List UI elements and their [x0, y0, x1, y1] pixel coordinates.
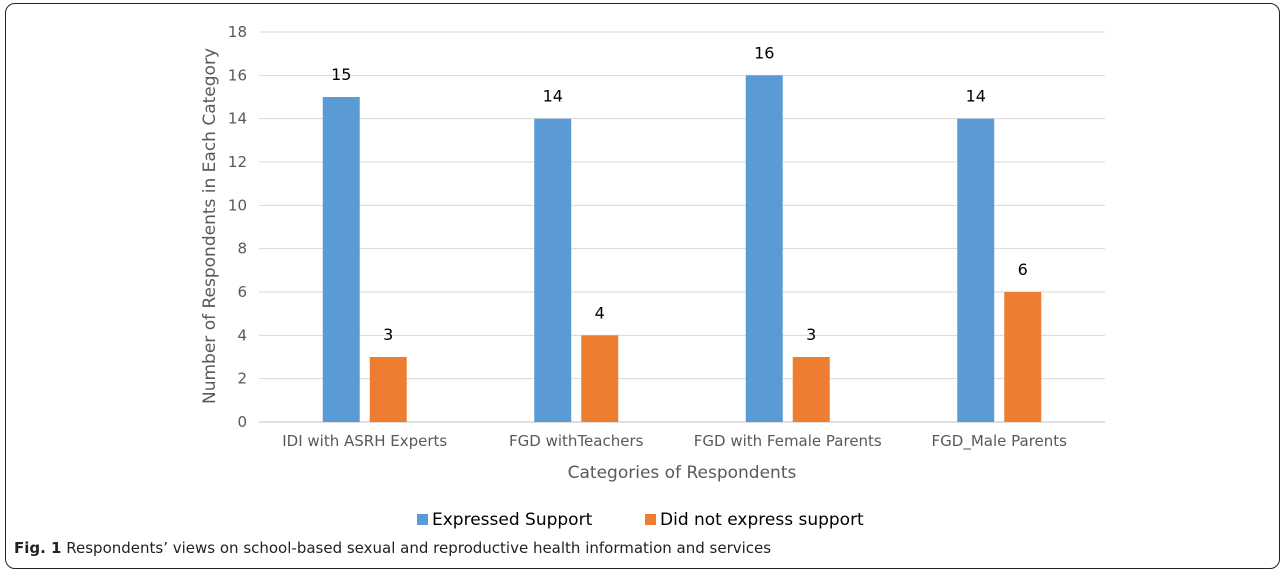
y-tick-label: 14	[228, 110, 247, 128]
legend-swatch	[417, 514, 428, 525]
bar-did-not-express-support	[1004, 292, 1042, 422]
bar-expressed-support	[534, 118, 572, 423]
x-axis-title: Categories of Respondents	[568, 463, 797, 483]
legend-swatch	[645, 514, 656, 525]
bars	[322, 75, 1042, 423]
y-tick-label: 6	[237, 283, 247, 301]
x-tick-label: IDI with ASRH Experts	[282, 432, 447, 450]
data-labels: 15 3 14 4 16 3 14 6	[331, 43, 1028, 344]
data-label: 3	[383, 325, 393, 344]
bar-did-not-express-support	[369, 357, 407, 422]
caption-label: Fig. 1	[14, 539, 62, 557]
figure-caption: Fig. 1 Respondents’ views on school-base…	[14, 539, 771, 557]
y-tick-label: 10	[228, 196, 247, 214]
data-label: 14	[966, 87, 986, 106]
bar-expressed-support	[957, 118, 995, 423]
bar-did-not-express-support	[792, 357, 830, 422]
legend-label: Did not express support	[660, 510, 864, 530]
bar-did-not-express-support	[581, 335, 619, 422]
legend: Expressed Support Did not express support	[417, 510, 864, 530]
y-tick-label: 18	[228, 23, 247, 41]
x-tick-label: FGD withTeachers	[509, 432, 644, 450]
data-label: 16	[754, 43, 774, 62]
bar-expressed-support	[745, 75, 783, 422]
data-label: 4	[595, 303, 605, 322]
y-tick-label: 8	[237, 240, 247, 258]
figure-frame	[5, 3, 1280, 569]
data-label: 14	[543, 87, 563, 106]
legend-label: Expressed Support	[432, 510, 593, 530]
data-label: 3	[806, 325, 816, 344]
y-tick-label: 2	[237, 370, 247, 388]
data-label: 15	[331, 65, 351, 84]
y-tick-label: 16	[228, 66, 247, 84]
x-axis-ticks: IDI with ASRH Experts FGD withTeachers FGD…	[282, 432, 1067, 451]
x-tick-label: FGD with Female Parents	[694, 432, 882, 450]
bar-expressed-support	[322, 97, 360, 422]
data-label: 6	[1018, 260, 1028, 279]
y-tick-label: 12	[228, 153, 247, 171]
y-tick-label: 0	[237, 413, 247, 431]
x-tick-label: FGD_Male Parents	[932, 432, 1068, 451]
caption-text: Respondents’ views on school-based sexua…	[61, 539, 772, 557]
y-axis-title: Number of Respondents in Each Category	[200, 48, 220, 404]
y-tick-label: 4	[237, 326, 247, 344]
y-axis-ticks: 0 2 4 6 8 10 12 14 16 18	[228, 23, 247, 431]
